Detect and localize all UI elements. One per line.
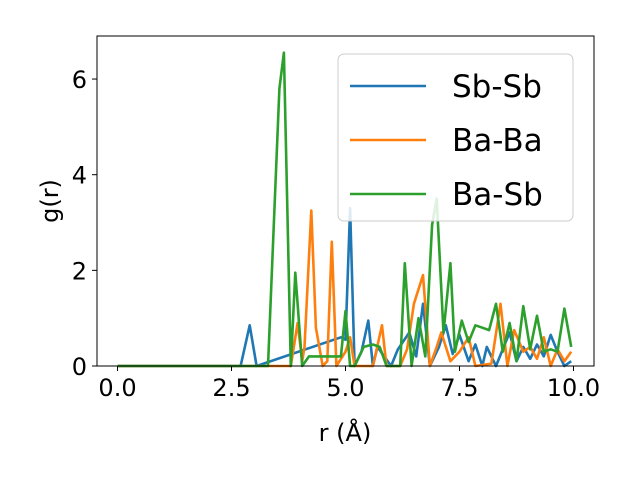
x-tick-label: 7.5 [440,374,478,402]
legend-label-ba-sb: Ba-Sb [452,177,543,213]
legend-label-ba-ba: Ba-Ba [452,123,543,159]
x-axis: 0.0 2.5 5.0 7.5 10.0 [98,366,600,402]
x-axis-label: r (Å) [319,418,372,447]
legend-box [337,53,574,222]
x-tick-label: 0.0 [98,374,136,402]
y-axis: 0 2 4 6 [72,66,97,381]
legend: Sb-Sb Ba-Ba Ba-Sb [337,53,574,222]
series-line-sb-sb [117,206,572,368]
plot-lines [117,51,573,368]
legend-label-sb-sb: Sb-Sb [452,69,542,105]
y-tick-label: 2 [72,257,87,285]
x-tick-label: 10.0 [547,374,600,402]
series-line-ba-sb [117,51,573,368]
x-tick-label: 5.0 [326,374,364,402]
y-axis-label: g(r) [36,179,64,223]
x-tick-label: 2.5 [212,374,250,402]
series-line-ba-ba [117,209,573,368]
y-tick-label: 0 [72,353,87,381]
y-tick-label: 4 [72,162,87,190]
y-tick-label: 6 [72,66,87,94]
